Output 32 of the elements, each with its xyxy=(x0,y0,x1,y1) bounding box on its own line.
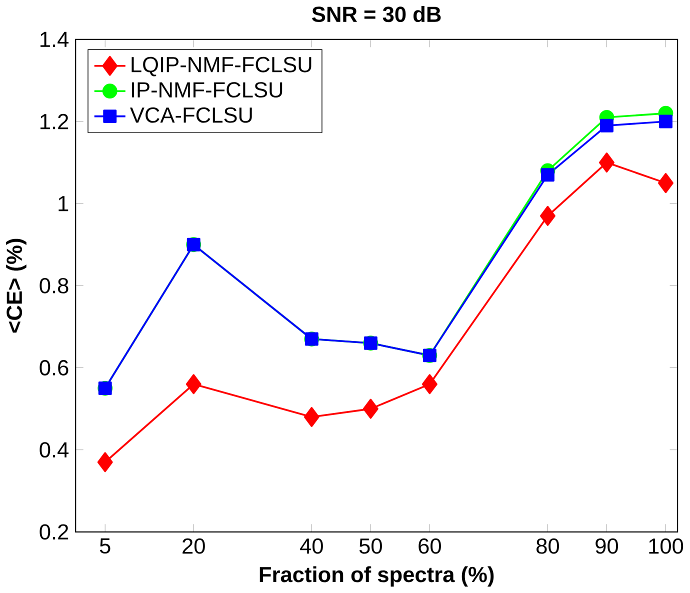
point xyxy=(186,374,202,394)
point xyxy=(599,152,614,173)
y-tick-label: 1 xyxy=(58,196,68,212)
y-axis-title: <CE> (%) xyxy=(6,239,26,333)
x-tick-label: 80 xyxy=(536,538,559,554)
x-axis-title: Fraction of spectra (%) xyxy=(260,566,494,587)
legend-label: IP-NMF-FCLSU xyxy=(132,82,282,98)
point xyxy=(97,452,113,472)
point xyxy=(540,206,556,226)
y-tick-label: 0.2 xyxy=(40,524,68,540)
point xyxy=(600,119,614,132)
x-tick-label: 90 xyxy=(596,538,618,554)
x-tick-label: 50 xyxy=(359,538,382,554)
chart-title: SNR = 30 dB xyxy=(312,6,441,22)
y-tick-label: 1.4 xyxy=(40,32,69,48)
point xyxy=(304,407,320,428)
x-tick-label: 5 xyxy=(100,538,110,554)
x-tick-label: 60 xyxy=(418,538,441,554)
point xyxy=(422,374,438,394)
y-tick-label: 0.8 xyxy=(40,278,68,294)
y-tick-label: 0.6 xyxy=(40,360,68,376)
point xyxy=(362,398,378,419)
y-tick-label: 0.4 xyxy=(40,442,69,458)
legend-label: VCA-FCLSU xyxy=(130,108,252,123)
legend-label: LQIP-NMF-FCLSU xyxy=(132,57,312,76)
x-tick-label: 20 xyxy=(182,538,205,554)
x-tick-label: 40 xyxy=(300,538,323,554)
point xyxy=(659,114,672,128)
y-tick-label: 1.2 xyxy=(40,114,68,130)
point xyxy=(540,168,554,182)
point xyxy=(658,173,674,194)
x-tick-label: 100 xyxy=(649,538,684,554)
